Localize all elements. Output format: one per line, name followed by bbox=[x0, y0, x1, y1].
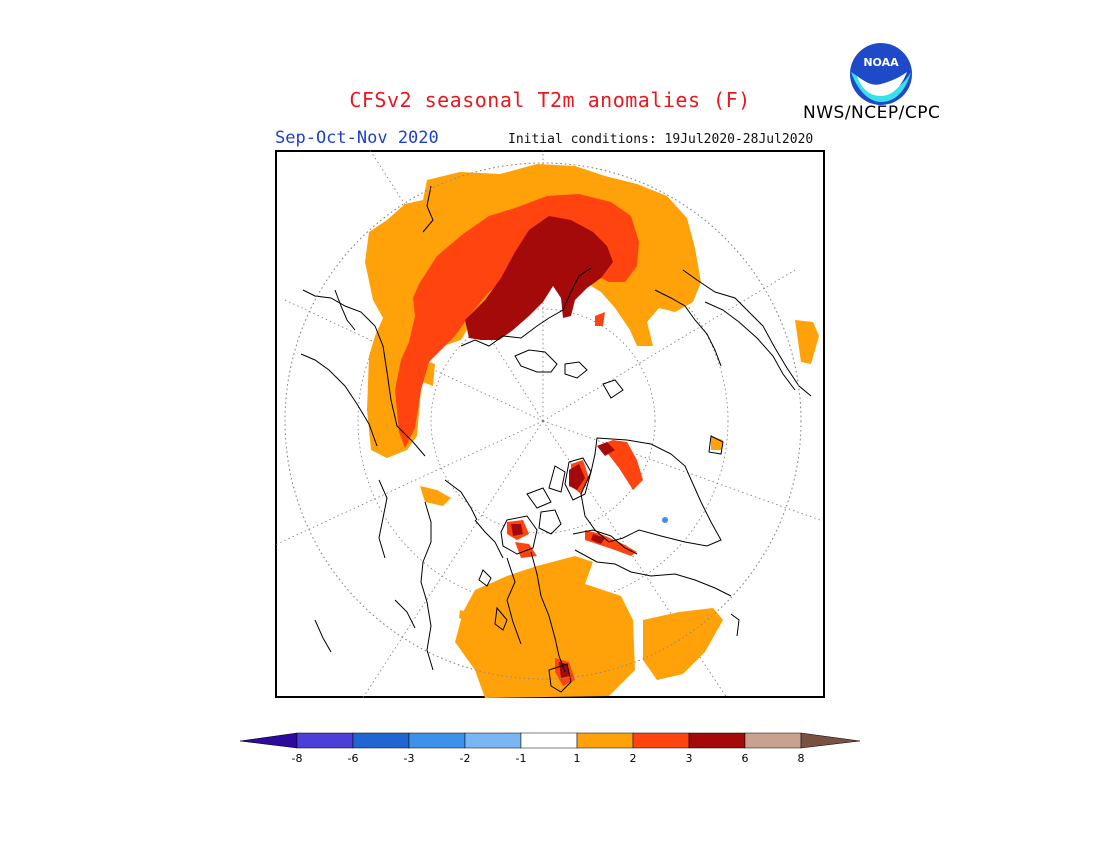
colorbar-label: -2 bbox=[460, 752, 471, 765]
polar-map bbox=[275, 150, 825, 698]
anomaly-3-6 bbox=[465, 216, 615, 678]
colorbar-cell bbox=[464, 732, 522, 749]
cool-spot bbox=[662, 517, 668, 523]
colorbar-cell bbox=[520, 732, 578, 749]
colorbar-cell bbox=[632, 732, 690, 749]
colorbar-cell bbox=[576, 732, 634, 749]
colorbar-cell bbox=[296, 732, 354, 749]
colorbar-cell bbox=[240, 732, 298, 749]
colorbar-label: -3 bbox=[404, 752, 415, 765]
colorbar-label: -8 bbox=[292, 752, 303, 765]
initial-conditions-label: Initial conditions: 19Jul2020-28Jul2020 bbox=[508, 132, 814, 147]
colorbar-label: 1 bbox=[574, 752, 581, 765]
map-title: CFSv2 seasonal T2m anomalies (F) bbox=[349, 88, 751, 112]
colorbar-label: 6 bbox=[742, 752, 749, 765]
colorbar-cell bbox=[800, 732, 861, 749]
colorbar-cell bbox=[688, 732, 746, 749]
agency-label: NWS/NCEP/CPC bbox=[803, 103, 941, 123]
logo-text: NOAA bbox=[863, 56, 899, 69]
coastlines bbox=[300, 185, 812, 693]
noaa-logo: NOAA bbox=[850, 43, 912, 105]
colorbar-cell bbox=[744, 732, 802, 749]
colorbar-label: -1 bbox=[516, 752, 527, 765]
colorbar: -8 -6 -3 -2 -1 1 2 3 6 8 bbox=[240, 732, 861, 765]
colorbar-label: 2 bbox=[630, 752, 637, 765]
colorbar-label: 3 bbox=[686, 752, 693, 765]
colorbar-label: -6 bbox=[348, 752, 359, 765]
colorbar-cell bbox=[352, 732, 410, 749]
colorbar-label: 8 bbox=[798, 752, 805, 765]
season-label: Sep-Oct-Nov 2020 bbox=[275, 128, 439, 148]
colorbar-cell bbox=[408, 732, 466, 749]
